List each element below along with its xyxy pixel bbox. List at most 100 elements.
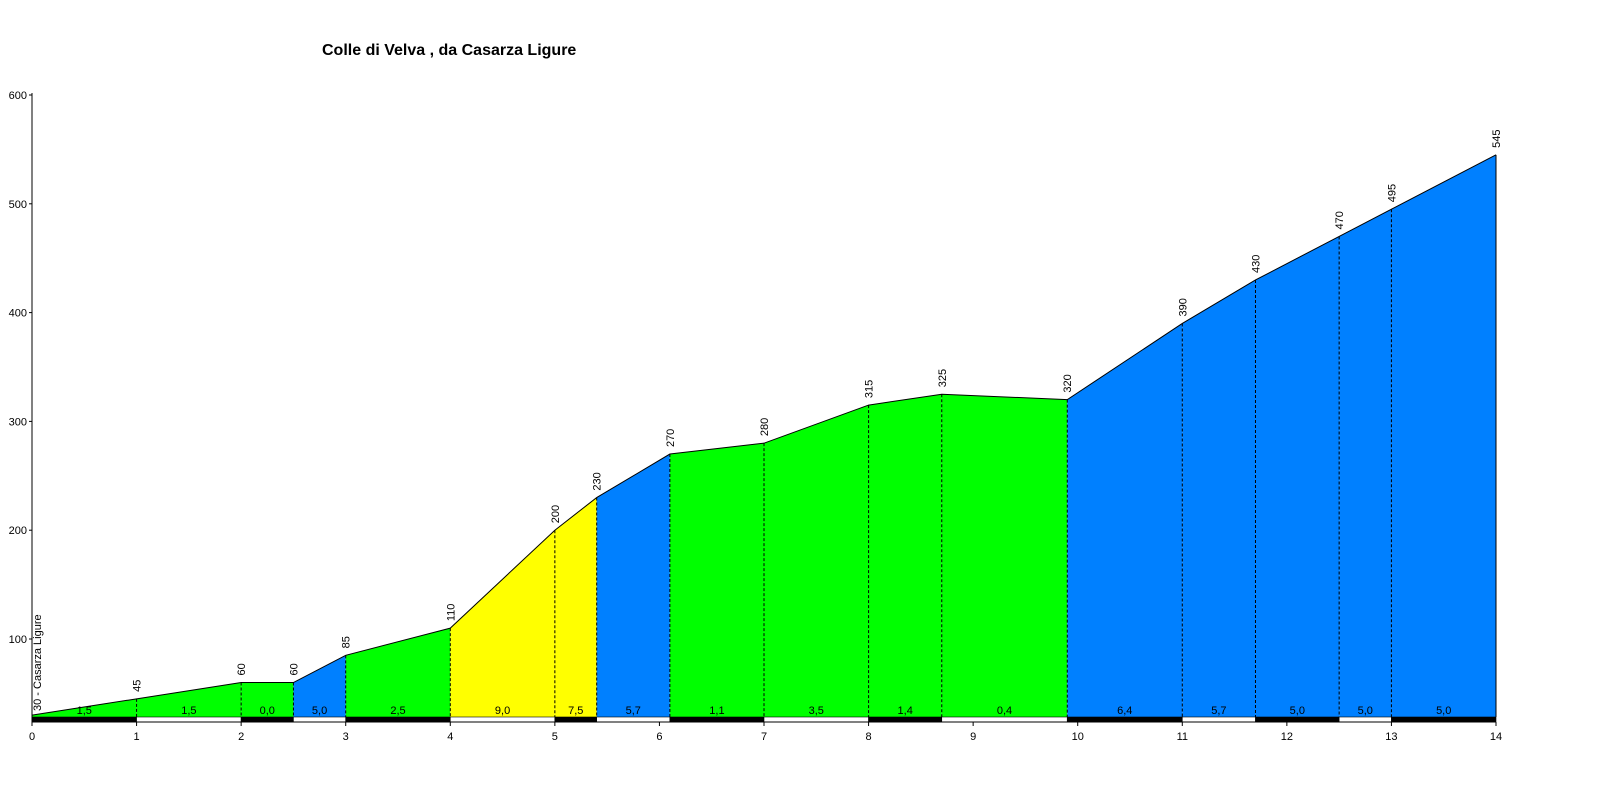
gradient-label-1: 1,5 <box>181 705 196 717</box>
strip-block-16 <box>1391 716 1497 723</box>
x-tick-label-1: 1 <box>134 731 140 743</box>
segment-fill-9 <box>764 405 869 717</box>
strip-block-13 <box>1181 716 1256 723</box>
altitude-label-5: 110 <box>445 604 457 622</box>
chart-title: Colle di Velva , da Casarza Ligure <box>322 42 576 59</box>
x-tick-label-0: 0 <box>29 731 35 743</box>
segment-fill-6 <box>554 497 597 717</box>
segment-fill-10 <box>868 394 942 717</box>
gradient-label-15: 5,0 <box>1358 705 1373 717</box>
segment-fill-8 <box>669 443 764 717</box>
strip-block-4 <box>345 716 451 723</box>
segment-fill-4 <box>345 628 451 717</box>
gradient-label-2: 0,0 <box>260 705 275 717</box>
altitude-label-9: 280 <box>759 418 771 436</box>
x-tick-label-6: 6 <box>656 731 662 743</box>
x-tick-label-4: 4 <box>447 731 453 743</box>
x-tick-labels: 0 1 2 3 4 5 6 7 8 9 10 11 12 13 14 <box>29 731 1502 743</box>
x-tick-label-8: 8 <box>866 731 872 743</box>
altitude-label-4: 85 <box>341 636 353 648</box>
altitude-label-15: 470 <box>1334 211 1346 229</box>
segment-fill-5 <box>450 530 555 717</box>
altitude-label-1: 45 <box>132 680 144 692</box>
gradient-label-3: 5,0 <box>312 705 327 717</box>
segment-fill-11 <box>941 394 1068 717</box>
altitude-label-17: 545 <box>1491 129 1503 147</box>
x-tick-label-7: 7 <box>761 731 767 743</box>
segment-fills <box>32 154 1496 718</box>
gradient-label-13: 5,7 <box>1211 705 1226 717</box>
altitude-label-12: 320 <box>1062 374 1074 392</box>
strip-block-6 <box>554 716 597 723</box>
strip-block-0 <box>31 716 137 723</box>
gradient-label-0: 1,5 <box>77 705 92 717</box>
segment-fill-12 <box>1067 323 1183 717</box>
gradient-label-12: 6,4 <box>1117 705 1132 717</box>
y-tick-label-300: 300 <box>9 416 27 428</box>
x-tick-label-10: 10 <box>1072 731 1084 743</box>
segment-fill-1 <box>136 682 242 717</box>
altitude-labels: 45 60 60 85 110 200 230 270 280 315 325 320 390 430 47… <box>132 129 1503 691</box>
gradient-label-4: 2,5 <box>390 705 405 717</box>
start-label: 30 - Casarza Ligure <box>32 614 44 711</box>
altitude-label-8: 270 <box>665 429 677 447</box>
gradient-label-10: 1,4 <box>898 705 913 717</box>
segment-fill-16 <box>1391 154 1496 718</box>
x-tick-label-14: 14 <box>1490 731 1502 743</box>
y-tick-label-500: 500 <box>9 199 27 211</box>
x-tick-label-2: 2 <box>238 731 244 743</box>
km-dividers <box>136 209 1392 717</box>
x-tick-label-5: 5 <box>552 731 558 743</box>
gradient-label-9: 3,5 <box>809 705 824 717</box>
gradient-label-16: 5,0 <box>1436 705 1451 717</box>
strip-block-12 <box>1066 716 1183 723</box>
x-tick-label-13: 13 <box>1385 731 1397 743</box>
altitude-label-10: 315 <box>864 380 876 398</box>
segment-fill-14 <box>1255 236 1340 717</box>
strip-block-3 <box>293 716 347 723</box>
strip-block-15 <box>1338 716 1392 723</box>
x-tick-label-11: 11 <box>1177 731 1188 743</box>
strip-block-14 <box>1255 716 1340 723</box>
y-tick-label-400: 400 <box>9 308 27 320</box>
strip-block-11 <box>941 716 1068 723</box>
strip-block-10 <box>868 716 943 723</box>
altitude-label-3: 60 <box>288 663 300 675</box>
gradient-labels: 1,5 1,5 0,0 5,0 2,5 9,0 7,5 5,7 1,1 3,5 1,4 0,4 6,4 5… <box>77 705 1452 717</box>
altitude-label-16: 495 <box>1386 184 1398 202</box>
y-tick-label-600: 600 <box>9 90 27 102</box>
segment-fill-7 <box>596 454 670 717</box>
gradient-label-7: 5,7 <box>626 705 641 717</box>
altitude-label-11: 325 <box>937 369 949 387</box>
altitude-label-6: 200 <box>550 505 562 523</box>
gradient-label-8: 1,1 <box>709 705 724 717</box>
gradient-label-11: 0,4 <box>997 705 1012 717</box>
x-tick-label-12: 12 <box>1281 731 1293 743</box>
gradient-label-5: 9,0 <box>495 705 510 717</box>
segment-fill-2 <box>241 682 294 717</box>
segment-fill-3 <box>293 655 346 717</box>
strip-block-2 <box>240 716 294 723</box>
gradient-label-6: 7,5 <box>568 705 583 717</box>
segment-fill-13 <box>1182 279 1256 717</box>
y-tick-label-200: 200 <box>9 525 27 537</box>
profile-line <box>31 154 1497 716</box>
km-strip <box>31 716 1497 723</box>
x-tick-label-9: 9 <box>970 731 976 743</box>
strip-block-1 <box>136 716 242 723</box>
altitude-label-7: 230 <box>592 472 604 490</box>
axes <box>29 93 1497 726</box>
strip-block-9 <box>763 716 869 723</box>
y-tick-label-100: 100 <box>9 634 27 646</box>
strip-block-8 <box>669 716 765 723</box>
strip-block-5 <box>449 716 556 723</box>
x-tick-label-3: 3 <box>343 731 349 743</box>
altitude-label-13: 390 <box>1177 298 1189 316</box>
strip-block-7 <box>596 716 671 723</box>
altitude-label-14: 430 <box>1250 255 1262 273</box>
segment-fill-15 <box>1339 209 1392 718</box>
altitude-label-2: 60 <box>236 663 248 675</box>
gradient-label-14: 5,0 <box>1290 705 1305 717</box>
profile-outline <box>31 154 1497 717</box>
